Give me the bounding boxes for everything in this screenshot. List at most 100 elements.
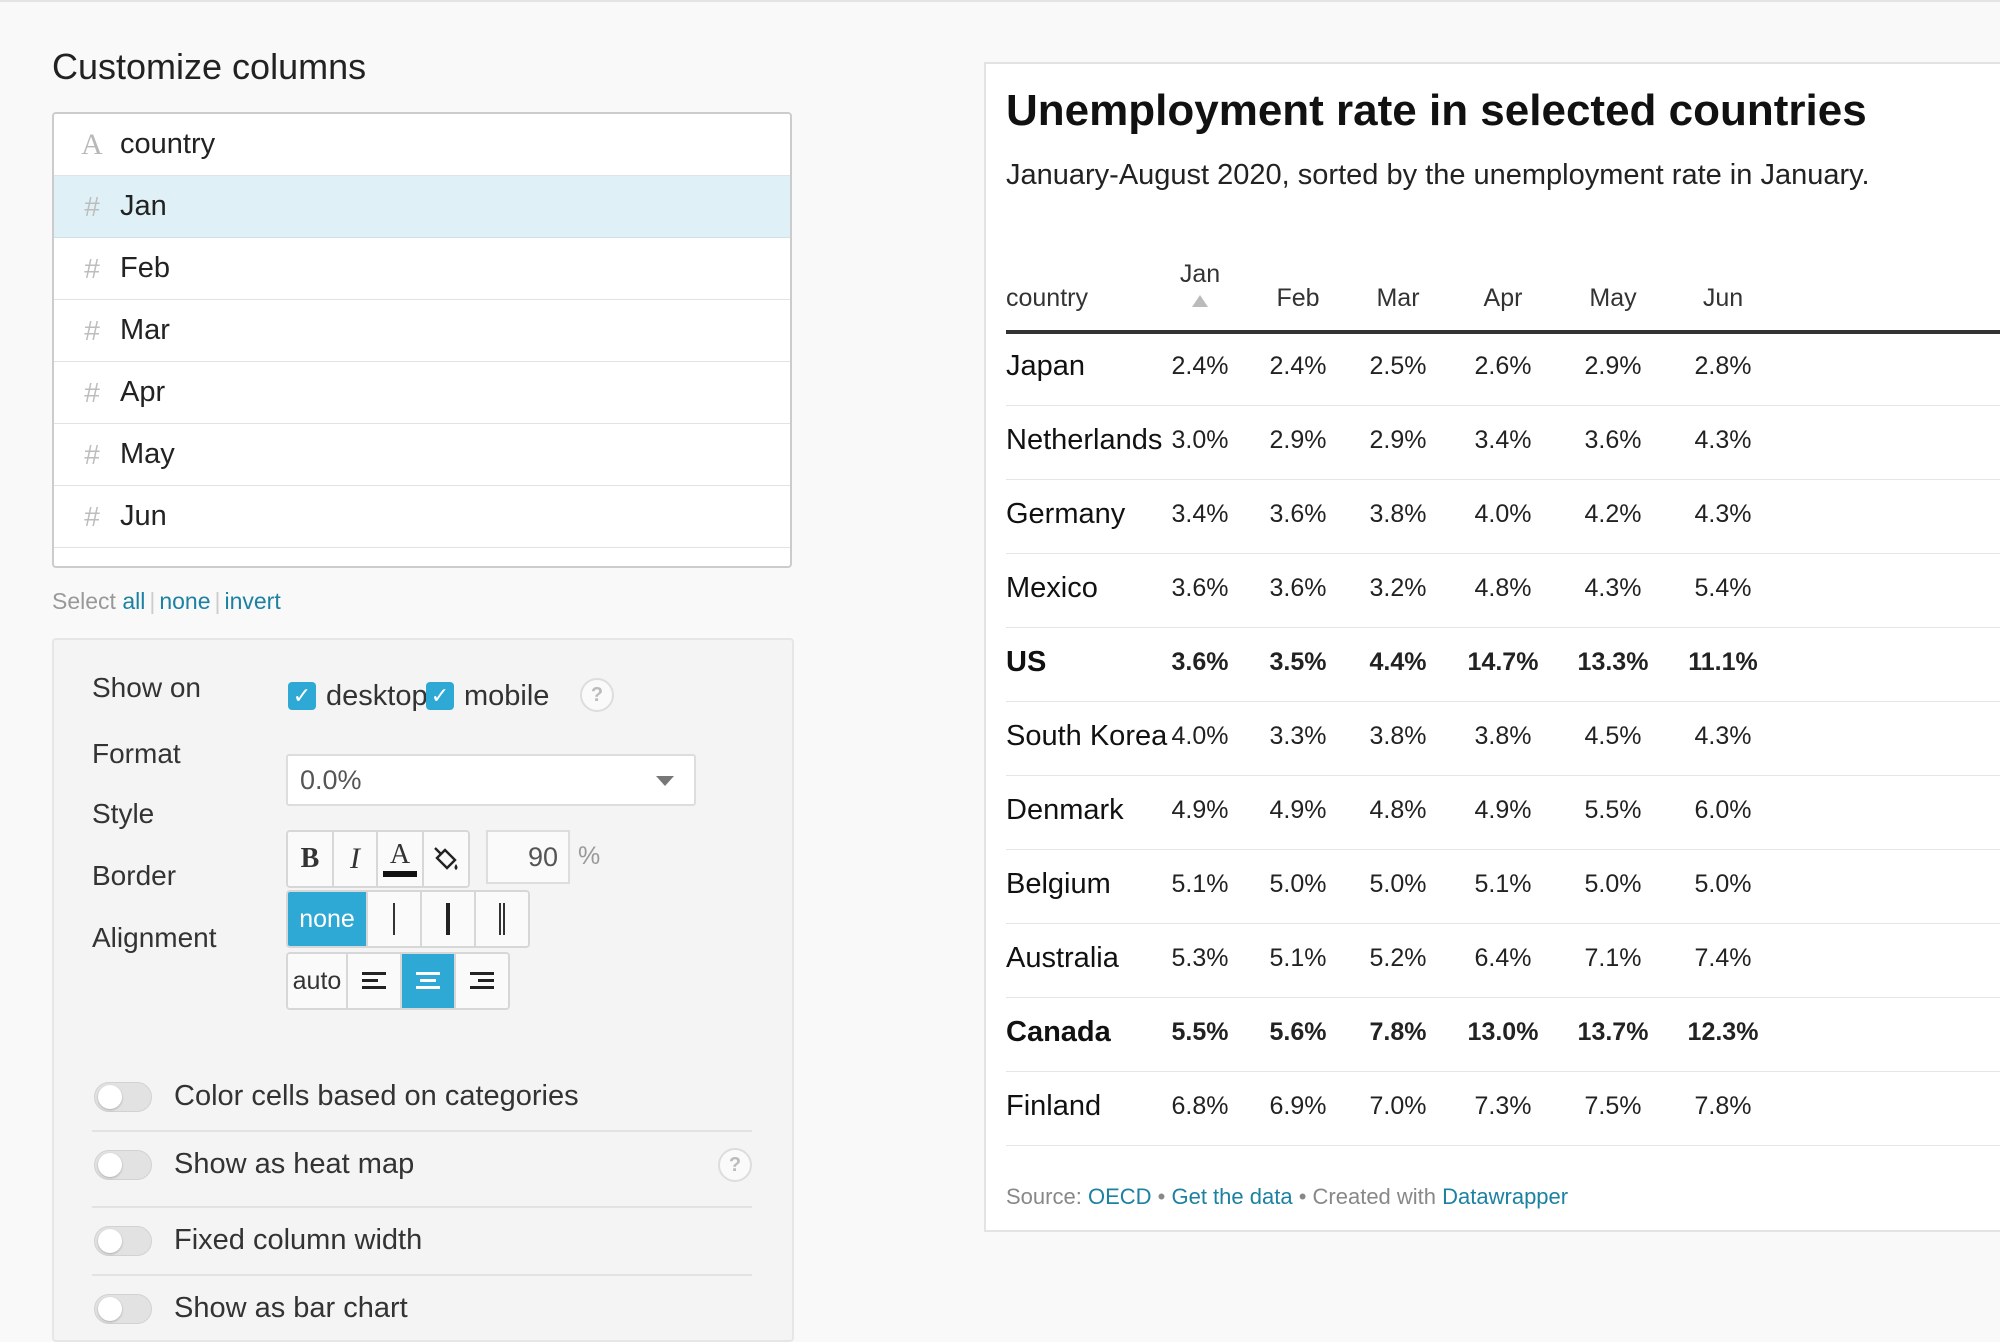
checkmark-icon: ✓ (430, 683, 450, 708)
border-thick-button[interactable] (422, 892, 476, 946)
source-link[interactable]: OECD (1087, 1184, 1152, 1209)
number-type-icon: # (84, 314, 100, 346)
value-cell: 2.6% (1474, 352, 1532, 380)
value-cell: 5.4% (1694, 574, 1752, 602)
datawrapper-link[interactable]: Datawrapper (1442, 1184, 1569, 1209)
column-header[interactable]: May (1589, 284, 1637, 312)
help-icon[interactable]: ? (718, 1148, 752, 1182)
value-cell: 5.1% (1269, 944, 1327, 972)
column-list-item[interactable]: # Apr (54, 362, 790, 424)
toggle-knob (98, 1229, 122, 1253)
value-cell: 2.9% (1584, 352, 1642, 380)
table-row: Denmark 4.9% 4.9% 4.8% 4.9% 5.5% 6.0% (1006, 776, 2000, 850)
value-cell: 4.0% (1474, 500, 1532, 528)
column-list-item[interactable]: # Jun (54, 486, 790, 548)
column-header-country[interactable]: country (1006, 284, 1088, 312)
border-thin-button[interactable] (368, 892, 422, 946)
country-cell: Finland (1006, 1090, 1102, 1122)
heatmap-toggle[interactable] (94, 1150, 152, 1180)
column-list-item-label: country (120, 128, 216, 160)
value-cell: 4.3% (1584, 574, 1642, 602)
text-color-button[interactable]: A (378, 832, 424, 886)
value-cell: 7.5% (1584, 1092, 1642, 1120)
value-cell: 2.5% (1369, 352, 1427, 380)
value-cell: 3.6% (1171, 574, 1229, 602)
format-select-value: 0.0% (300, 764, 362, 795)
column-header[interactable]: Jan (1145, 260, 1255, 307)
value-cell: 3.3% (1269, 722, 1327, 750)
fixed-width-toggle[interactable] (94, 1226, 152, 1256)
help-icon[interactable]: ? (580, 678, 614, 712)
text-color-icon: A (389, 839, 411, 870)
select-controls: Select all | none | invert (52, 588, 281, 615)
select-invert-link[interactable]: invert (224, 588, 281, 614)
value-cell: 4.4% (1369, 648, 1427, 676)
italic-button[interactable]: I (334, 832, 378, 886)
align-right-icon (470, 972, 494, 989)
table-subtitle: January-August 2020, sorted by the unemp… (1006, 159, 1870, 191)
column-list-item-label: Jun (120, 500, 167, 532)
top-border (0, 0, 2000, 2)
column-list-item[interactable]: # Jan (54, 176, 790, 238)
bar-chart-toggle[interactable] (94, 1294, 152, 1324)
table-row: South Korea 4.0% 3.3% 3.8% 3.8% 4.5% 4.3% (1006, 702, 2000, 776)
country-cell: Australia (1006, 942, 1119, 974)
bold-button[interactable]: B (288, 832, 334, 886)
align-auto-button[interactable]: auto (288, 954, 348, 1008)
mobile-checkbox[interactable]: ✓ (426, 682, 454, 710)
options-divider (92, 1130, 752, 1132)
value-cell: 11.1% (1688, 648, 1758, 676)
value-cell: 3.2% (1369, 574, 1427, 602)
desktop-checkbox[interactable]: ✓ (288, 682, 316, 710)
thin-border-icon (393, 903, 395, 935)
align-right-button[interactable] (456, 954, 508, 1008)
color-cells-toggle[interactable] (94, 1082, 152, 1112)
column-header[interactable]: Feb (1276, 284, 1320, 312)
column-width-input[interactable]: 90 (486, 830, 570, 884)
border-double-button[interactable] (476, 892, 528, 946)
column-header[interactable]: Mar (1376, 284, 1420, 312)
fixed-width-label: Fixed column width (174, 1224, 423, 1256)
value-cell: 4.2% (1584, 500, 1642, 528)
style-button-group: B I A (286, 830, 470, 888)
value-cell: 5.1% (1171, 870, 1229, 898)
border-label: Border (92, 860, 177, 891)
number-type-icon: # (84, 252, 100, 284)
panel-heading: Customize columns (52, 46, 367, 87)
get-data-link[interactable]: Get the data (1171, 1184, 1293, 1209)
options-divider (92, 1274, 752, 1276)
footer-separator: • (1157, 1184, 1166, 1209)
format-select[interactable]: 0.0% (286, 754, 696, 806)
align-center-button[interactable] (402, 954, 456, 1008)
number-type-icon: # (84, 190, 100, 222)
column-list-item[interactable]: # May (54, 424, 790, 486)
column-list-item-label: Feb (120, 252, 170, 284)
value-cell: 7.8% (1369, 1018, 1427, 1046)
select-separator: | (214, 588, 221, 614)
select-none-link[interactable]: none (159, 588, 211, 614)
border-none-button[interactable]: none (288, 892, 368, 946)
heatmap-label: Show as heat map (174, 1148, 415, 1180)
select-all-link[interactable]: all (122, 588, 146, 614)
desktop-checkbox-label: desktop (326, 680, 428, 712)
column-list-item[interactable]: # Feb (54, 238, 790, 300)
column-list-item-label: Apr (120, 376, 166, 408)
column-header[interactable]: Apr (1483, 284, 1523, 312)
country-cell: Netherlands (1006, 424, 1163, 456)
value-cell: 2.9% (1269, 426, 1327, 454)
value-cell: 3.6% (1584, 426, 1642, 454)
value-cell: 3.6% (1269, 574, 1327, 602)
column-header[interactable]: Jun (1702, 284, 1744, 312)
country-cell: Denmark (1006, 794, 1124, 826)
align-left-button[interactable] (348, 954, 402, 1008)
background-color-button[interactable] (424, 832, 468, 886)
column-width-unit: % (578, 842, 601, 870)
footer-separator: • (1298, 1184, 1307, 1209)
country-cell: US (1006, 646, 1047, 678)
column-list-item[interactable]: # Mar (54, 300, 790, 362)
table-row: Netherlands 3.0% 2.9% 2.9% 3.4% 3.6% 4.3% (1006, 406, 2000, 480)
value-cell: 4.3% (1694, 500, 1752, 528)
value-cell: 2.4% (1171, 352, 1229, 380)
